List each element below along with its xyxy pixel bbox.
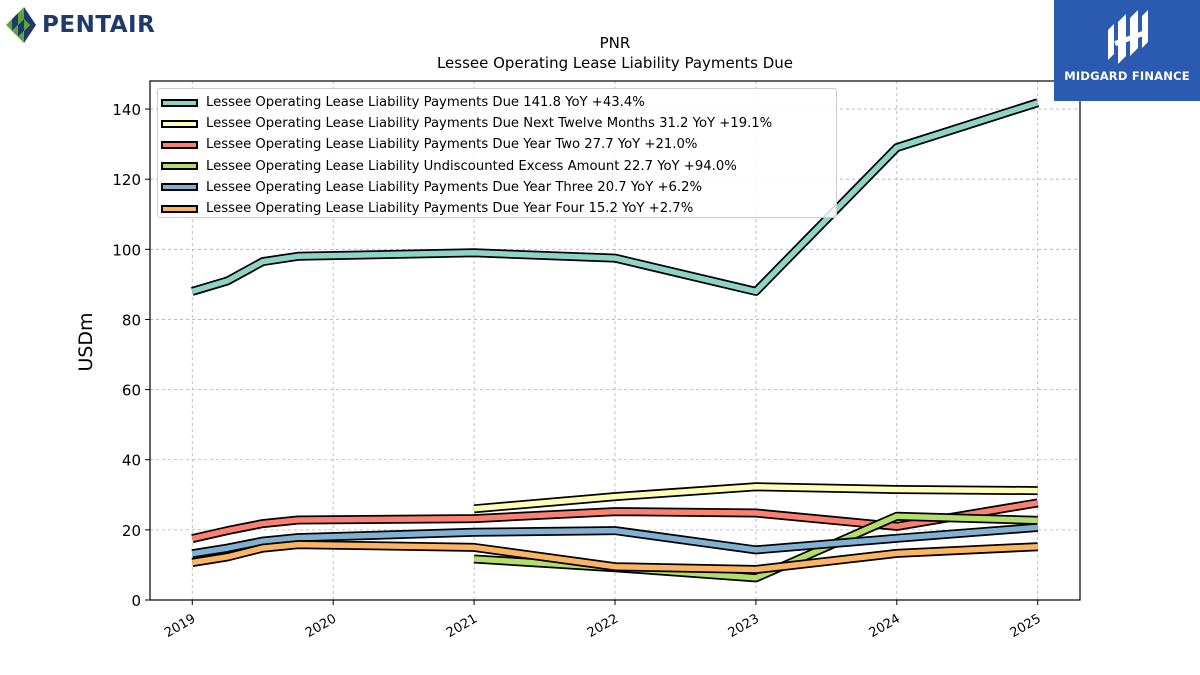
series-line-1	[191, 98, 1040, 296]
x-tick-label: 2021	[444, 611, 480, 641]
chart-subtitle: Lessee Operating Lease Liability Payment…	[437, 54, 793, 72]
y-tick-label: 60	[122, 382, 141, 400]
chart-title: PNR	[600, 34, 631, 52]
series-line-5	[191, 522, 1039, 559]
y-tick-label: 120	[112, 171, 141, 189]
y-tick-label: 140	[112, 101, 141, 119]
x-tick-label: 2019	[162, 611, 198, 641]
brand-logo: PENTAIR	[6, 4, 155, 46]
y-tick-label: 0	[131, 592, 141, 610]
legend-label: Lessee Operating Lease Liability Payment…	[206, 179, 703, 195]
legend-label: Lessee Operating Lease Liability Undisco…	[206, 158, 737, 174]
legend-swatch	[161, 140, 198, 149]
x-tick-label: 2023	[726, 611, 762, 641]
series-line-3	[191, 498, 1039, 543]
x-tick-label: 2024	[867, 611, 903, 641]
legend-label: Lessee Operating Lease Liability Payment…	[206, 95, 645, 111]
y-tick-label: 100	[112, 241, 141, 259]
x-tick-label: 2022	[585, 611, 621, 641]
legend-label: Lessee Operating Lease Liability Payment…	[206, 137, 698, 153]
legend-label: Lessee Operating Lease Liability Payment…	[206, 201, 694, 217]
series-line-6	[191, 540, 1038, 574]
y-tick-label: 20	[122, 522, 141, 540]
y-tick-label: 40	[122, 452, 141, 470]
series-line-2	[473, 482, 1038, 514]
legend-item: Lessee Operating Lease Liability Payment…	[158, 198, 836, 219]
legend-item: Lessee Operating Lease Liability Payment…	[158, 134, 836, 155]
legend-item: Lessee Operating Lease Liability Payment…	[158, 92, 836, 113]
brand-name: PENTAIR	[42, 12, 156, 38]
watermark-text: MIDGARD FINANCE	[1064, 69, 1190, 83]
legend-swatch	[161, 119, 198, 128]
legend-swatch	[161, 183, 198, 192]
x-tick-label: 2020	[303, 611, 339, 641]
legend-swatch	[161, 204, 198, 213]
legend-item: Lessee Operating Lease Liability Payment…	[158, 177, 836, 198]
legend-swatch	[161, 98, 198, 107]
watermark-badge: MIDGARD FINANCE	[1054, 0, 1200, 101]
y-tick-label: 80	[122, 311, 141, 329]
legend-item: Lessee Operating Lease Liability Undisco…	[158, 156, 836, 177]
legend-swatch	[161, 162, 198, 171]
series-lines	[191, 98, 1040, 583]
legend-item: Lessee Operating Lease Liability Payment…	[158, 113, 836, 134]
legend-label: Lessee Operating Lease Liability Payment…	[206, 116, 773, 132]
midgard-logo-icon	[1108, 10, 1148, 64]
legend: Lessee Operating Lease Liability Payment…	[157, 88, 837, 218]
y-axis-label: USDm	[75, 312, 97, 371]
x-tick-label: 2025	[1008, 611, 1044, 641]
pentair-logo-icon	[6, 7, 36, 43]
